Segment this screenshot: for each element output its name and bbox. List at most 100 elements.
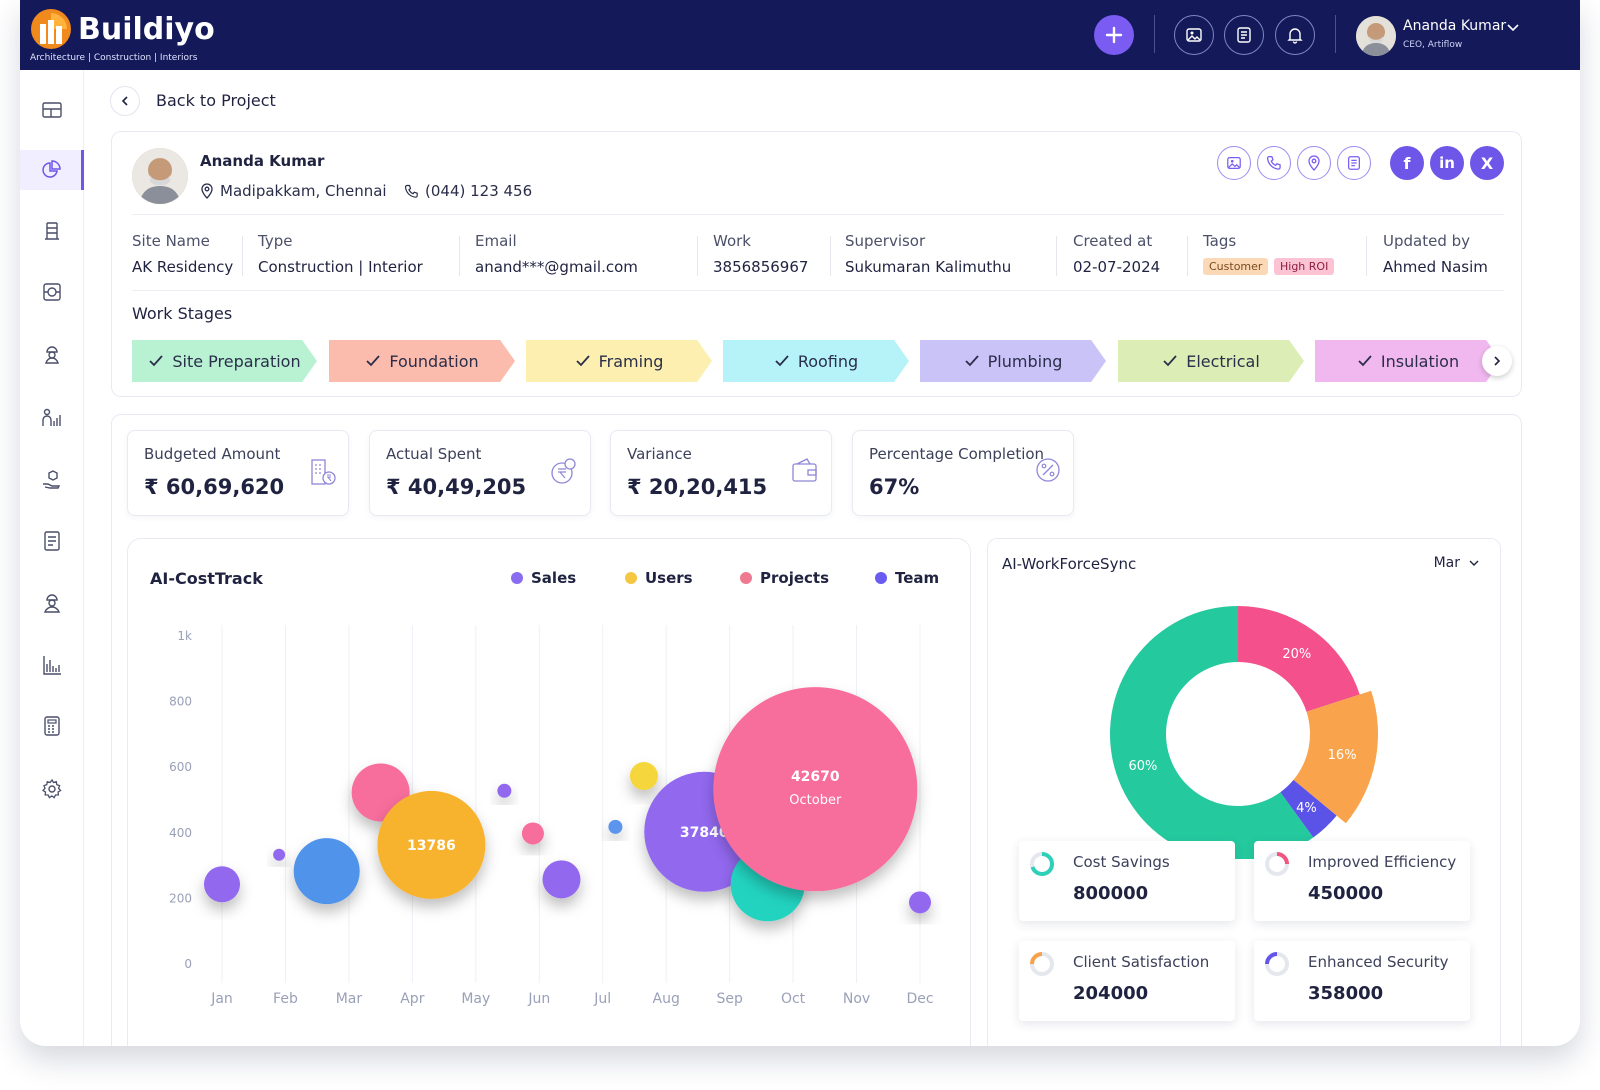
donut-slice[interactable] bbox=[1110, 606, 1314, 859]
bubble-mark[interactable] bbox=[204, 866, 240, 903]
donut-slice[interactable] bbox=[1293, 690, 1378, 824]
profile-phone: (044) 123 456 bbox=[404, 182, 532, 200]
created-at-value: 02-07-2024 bbox=[1073, 258, 1161, 276]
legend-item-sales[interactable]: Sales bbox=[511, 569, 576, 587]
location-action-button[interactable] bbox=[1297, 146, 1331, 180]
metric-label: Client Satisfaction bbox=[1073, 953, 1210, 971]
stat-label: Percentage Completion bbox=[869, 445, 1045, 463]
bubble-mark[interactable] bbox=[273, 848, 286, 861]
x-twitter-button[interactable]: X bbox=[1470, 146, 1504, 180]
ai-costtrack-chart-card: AI-CostTrack Sales Users Projects Team J… bbox=[127, 538, 971, 1046]
stage-electrical[interactable]: Electrical bbox=[1118, 340, 1304, 382]
supervisor-value: Sukumaran Kalimuthu bbox=[845, 258, 1012, 276]
stage-site-preparation[interactable]: Site Preparation bbox=[132, 340, 317, 382]
bubble-mark[interactable] bbox=[629, 762, 658, 791]
type-value: Construction | Interior bbox=[258, 258, 423, 276]
donut-slice[interactable] bbox=[1238, 606, 1360, 712]
user-name[interactable]: Ananda Kumar bbox=[1403, 18, 1507, 34]
notes-button[interactable] bbox=[1224, 15, 1264, 55]
blueprint-icon bbox=[43, 283, 61, 301]
ring-icon bbox=[1030, 851, 1055, 876]
sidebar-item-construction[interactable] bbox=[20, 211, 84, 251]
email-value: anand***@gmail.com bbox=[475, 258, 638, 276]
stat-value: ₹ 60,69,620 bbox=[144, 475, 285, 499]
stages-next-button[interactable] bbox=[1482, 346, 1512, 376]
note-icon bbox=[1348, 156, 1360, 170]
sidebar-item-reports[interactable] bbox=[20, 397, 84, 437]
stage-label: Roofing bbox=[797, 351, 859, 371]
stat-card-actual-spent: Actual Spent ₹ 40,49,205 bbox=[369, 430, 591, 516]
call-action-button[interactable] bbox=[1257, 146, 1291, 180]
stat-value: ₹ 40,49,205 bbox=[386, 475, 527, 499]
bubble-mark[interactable] bbox=[542, 860, 581, 899]
sidebar-item-settings[interactable] bbox=[20, 769, 84, 809]
donut-slice[interactable] bbox=[1280, 779, 1337, 838]
stage-framing[interactable]: Framing bbox=[526, 340, 712, 382]
legend-label: Team bbox=[895, 569, 940, 587]
plus-icon bbox=[1105, 26, 1123, 44]
bubble-mark[interactable] bbox=[497, 783, 512, 798]
user-avatar[interactable] bbox=[1356, 16, 1396, 56]
sidebar-item-stats[interactable] bbox=[20, 645, 84, 685]
bubble-mark[interactable] bbox=[909, 891, 931, 914]
stage-foundation[interactable]: Foundation bbox=[329, 340, 515, 382]
stat-card-completion: Percentage Completion 67% bbox=[852, 430, 1074, 516]
legend-item-team[interactable]: Team bbox=[875, 569, 939, 587]
facebook-button[interactable]: f bbox=[1390, 146, 1424, 180]
sidebar-item-engineer[interactable] bbox=[20, 583, 84, 623]
legend-dot bbox=[875, 572, 887, 584]
bubble-label: 42670 bbox=[791, 769, 840, 785]
legend-dot bbox=[740, 572, 752, 584]
add-button[interactable] bbox=[1094, 15, 1134, 55]
chart-title: AI-CostTrack bbox=[150, 569, 263, 588]
gallery-button[interactable] bbox=[1174, 15, 1214, 55]
check-icon bbox=[965, 355, 979, 367]
email-label: Email bbox=[475, 232, 517, 250]
sidebar-item-deals[interactable] bbox=[20, 460, 84, 500]
work-stages-title: Work Stages bbox=[132, 304, 233, 323]
y-tick-label: 200 bbox=[169, 891, 192, 905]
app-window: Buildiyo Architecture | Construction | I… bbox=[20, 0, 1580, 1046]
coins-rupee-icon bbox=[551, 458, 576, 484]
back-to-project-link[interactable]: Back to Project bbox=[156, 91, 276, 110]
tag-high-roi: High ROI bbox=[1274, 258, 1335, 275]
bubble-mark[interactable] bbox=[293, 838, 360, 905]
stage-plumbing[interactable]: Plumbing bbox=[920, 340, 1106, 382]
project-profile-card: Ananda Kumar Madipakkam, Chennai (044) 1… bbox=[111, 131, 1522, 397]
stage-label: Insulation bbox=[1380, 351, 1460, 371]
sidebar-item-calculator[interactable] bbox=[20, 706, 84, 746]
sidebar-item-documents[interactable] bbox=[20, 521, 84, 561]
stat-label: Actual Spent bbox=[386, 445, 482, 463]
created-at-label: Created at bbox=[1073, 232, 1153, 250]
x-tick-label: Sep bbox=[716, 991, 743, 1007]
metric-label: Cost Savings bbox=[1073, 853, 1170, 871]
stage-roofing[interactable]: Roofing bbox=[723, 340, 909, 382]
chevron-down-icon[interactable] bbox=[1506, 20, 1520, 34]
legend-label: Projects bbox=[760, 569, 830, 587]
legend-item-users[interactable]: Users bbox=[625, 569, 693, 587]
sidebar-item-workers[interactable] bbox=[20, 334, 84, 374]
profile-location-text: Madipakkam, Chennai bbox=[220, 182, 387, 200]
notes-action-button[interactable] bbox=[1337, 146, 1371, 180]
bubble-mark[interactable] bbox=[521, 822, 544, 845]
donut-slice-label: 16% bbox=[1328, 748, 1357, 763]
month-select[interactable]: Mar bbox=[1434, 555, 1480, 571]
y-tick-label: 400 bbox=[169, 826, 192, 840]
notifications-button[interactable] bbox=[1275, 15, 1315, 55]
sidebar-item-dashboard[interactable] bbox=[20, 90, 84, 130]
bell-icon bbox=[1287, 28, 1303, 44]
user-role: CEO, Artiflow bbox=[1403, 40, 1463, 50]
back-button[interactable] bbox=[110, 86, 140, 116]
bubble-mark[interactable] bbox=[713, 687, 918, 892]
legend-item-projects[interactable]: Projects bbox=[740, 569, 829, 587]
sidebar-item-projects[interactable] bbox=[20, 272, 84, 312]
chevron-down-icon bbox=[1469, 560, 1479, 566]
gallery-action-button[interactable] bbox=[1217, 146, 1251, 180]
metric-card-enhanced-security: Enhanced Security 358000 bbox=[1254, 941, 1470, 1021]
bubble-mark[interactable] bbox=[377, 790, 486, 899]
stage-insulation[interactable]: Insulation bbox=[1315, 340, 1501, 382]
sidebar-item-analytics[interactable] bbox=[20, 150, 84, 190]
y-tick-label: 600 bbox=[169, 760, 192, 774]
linkedin-button[interactable]: in bbox=[1430, 146, 1464, 180]
bubble-mark[interactable] bbox=[608, 819, 623, 834]
